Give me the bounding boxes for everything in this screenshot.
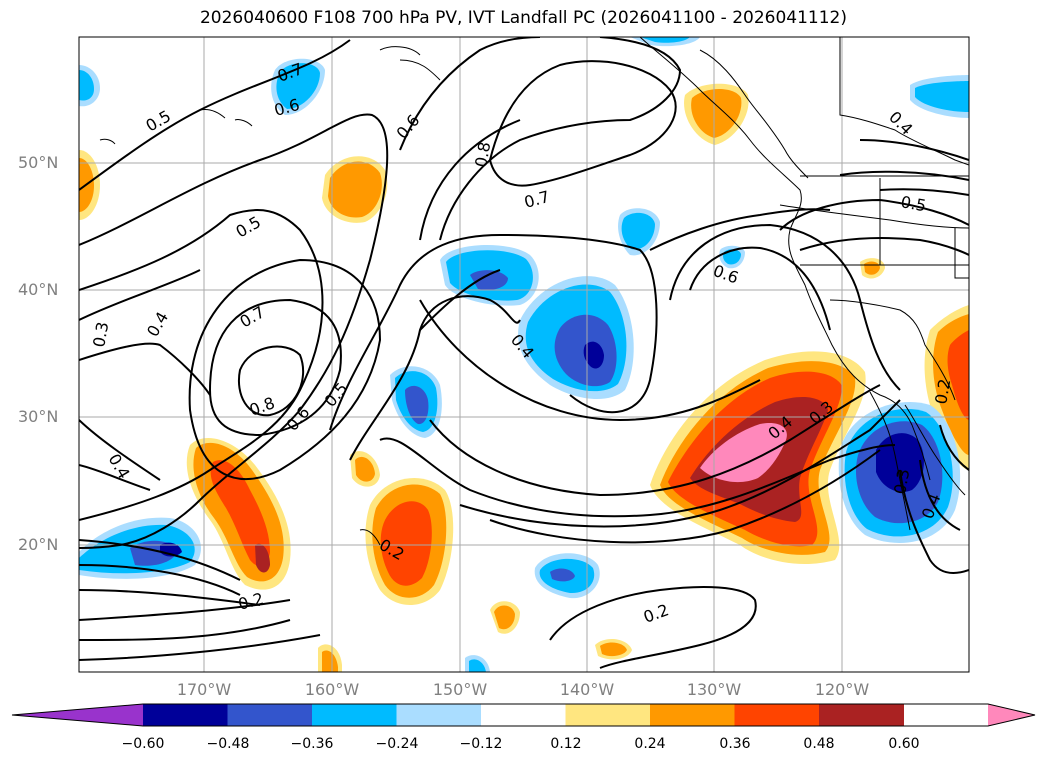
colorbar-tick-label: −0.60 (121, 736, 165, 752)
colorbar-tick-label: 0.24 (634, 736, 666, 752)
pv-contours (79, 37, 969, 669)
colorbar-tick-label: −0.36 (290, 736, 334, 752)
negative-anomaly-fill (79, 37, 969, 672)
colorbar-segment (143, 704, 228, 726)
graticule (79, 37, 969, 672)
longitude-label-130w: 130°W (686, 680, 742, 699)
colorbar-segment (734, 704, 820, 726)
colorbar-tick-label: −0.48 (206, 736, 250, 752)
colorbar (11, 703, 1036, 727)
colorbar-extend-high (988, 704, 1035, 726)
colorbar-segment (396, 704, 482, 726)
colorbar-tick-label: 0.12 (550, 736, 582, 752)
colorbar-segment (819, 704, 904, 726)
latitude-label-30n: 30°N (18, 407, 59, 426)
figure-title: 2026040600 F108 700 hPa PV, IVT Landfall… (199, 8, 847, 28)
colorbar-tick-label: 0.36 (719, 736, 751, 752)
colorbar-tick-label: 0.60 (888, 736, 920, 752)
colorbar-extend-low (12, 704, 143, 726)
colorbar-tick-label: −0.12 (459, 736, 503, 752)
longitude-label-170w: 170°W (176, 680, 232, 699)
contour-label: 0.3 (89, 320, 112, 348)
latitude-label-50n: 50°N (18, 153, 59, 172)
colorbar-segment (312, 704, 397, 726)
longitude-label-160w: 160°W (304, 680, 360, 699)
colorbar-tick-label: 0.48 (803, 736, 835, 752)
longitude-label-120w: 120°W (814, 680, 870, 699)
contour-label: 0.3 (890, 467, 913, 495)
colorbar-tick-label: −0.24 (375, 736, 419, 752)
latitude-label-40n: 40°N (18, 280, 59, 299)
longitude-label-150w: 150°W (432, 680, 488, 699)
colorbar-segment (227, 704, 313, 726)
latitude-label-20n: 20°N (18, 535, 59, 554)
map-plot-area: 0.5 0.7 0.6 0.6 0.8 0.7 0.5 0.6 0.7 0.4 … (79, 37, 969, 672)
plot-border (78, 36, 970, 673)
colorbar-segment (481, 704, 566, 726)
contour-label: 0.2 (931, 377, 954, 405)
contour-label: 0.8 (471, 140, 494, 168)
colorbar-segment (565, 704, 651, 726)
colorbar-segment (650, 704, 735, 726)
contour-label: 0.5 (899, 192, 927, 215)
colorbar-segments (143, 704, 904, 726)
longitude-label-140w: 140°W (559, 680, 615, 699)
